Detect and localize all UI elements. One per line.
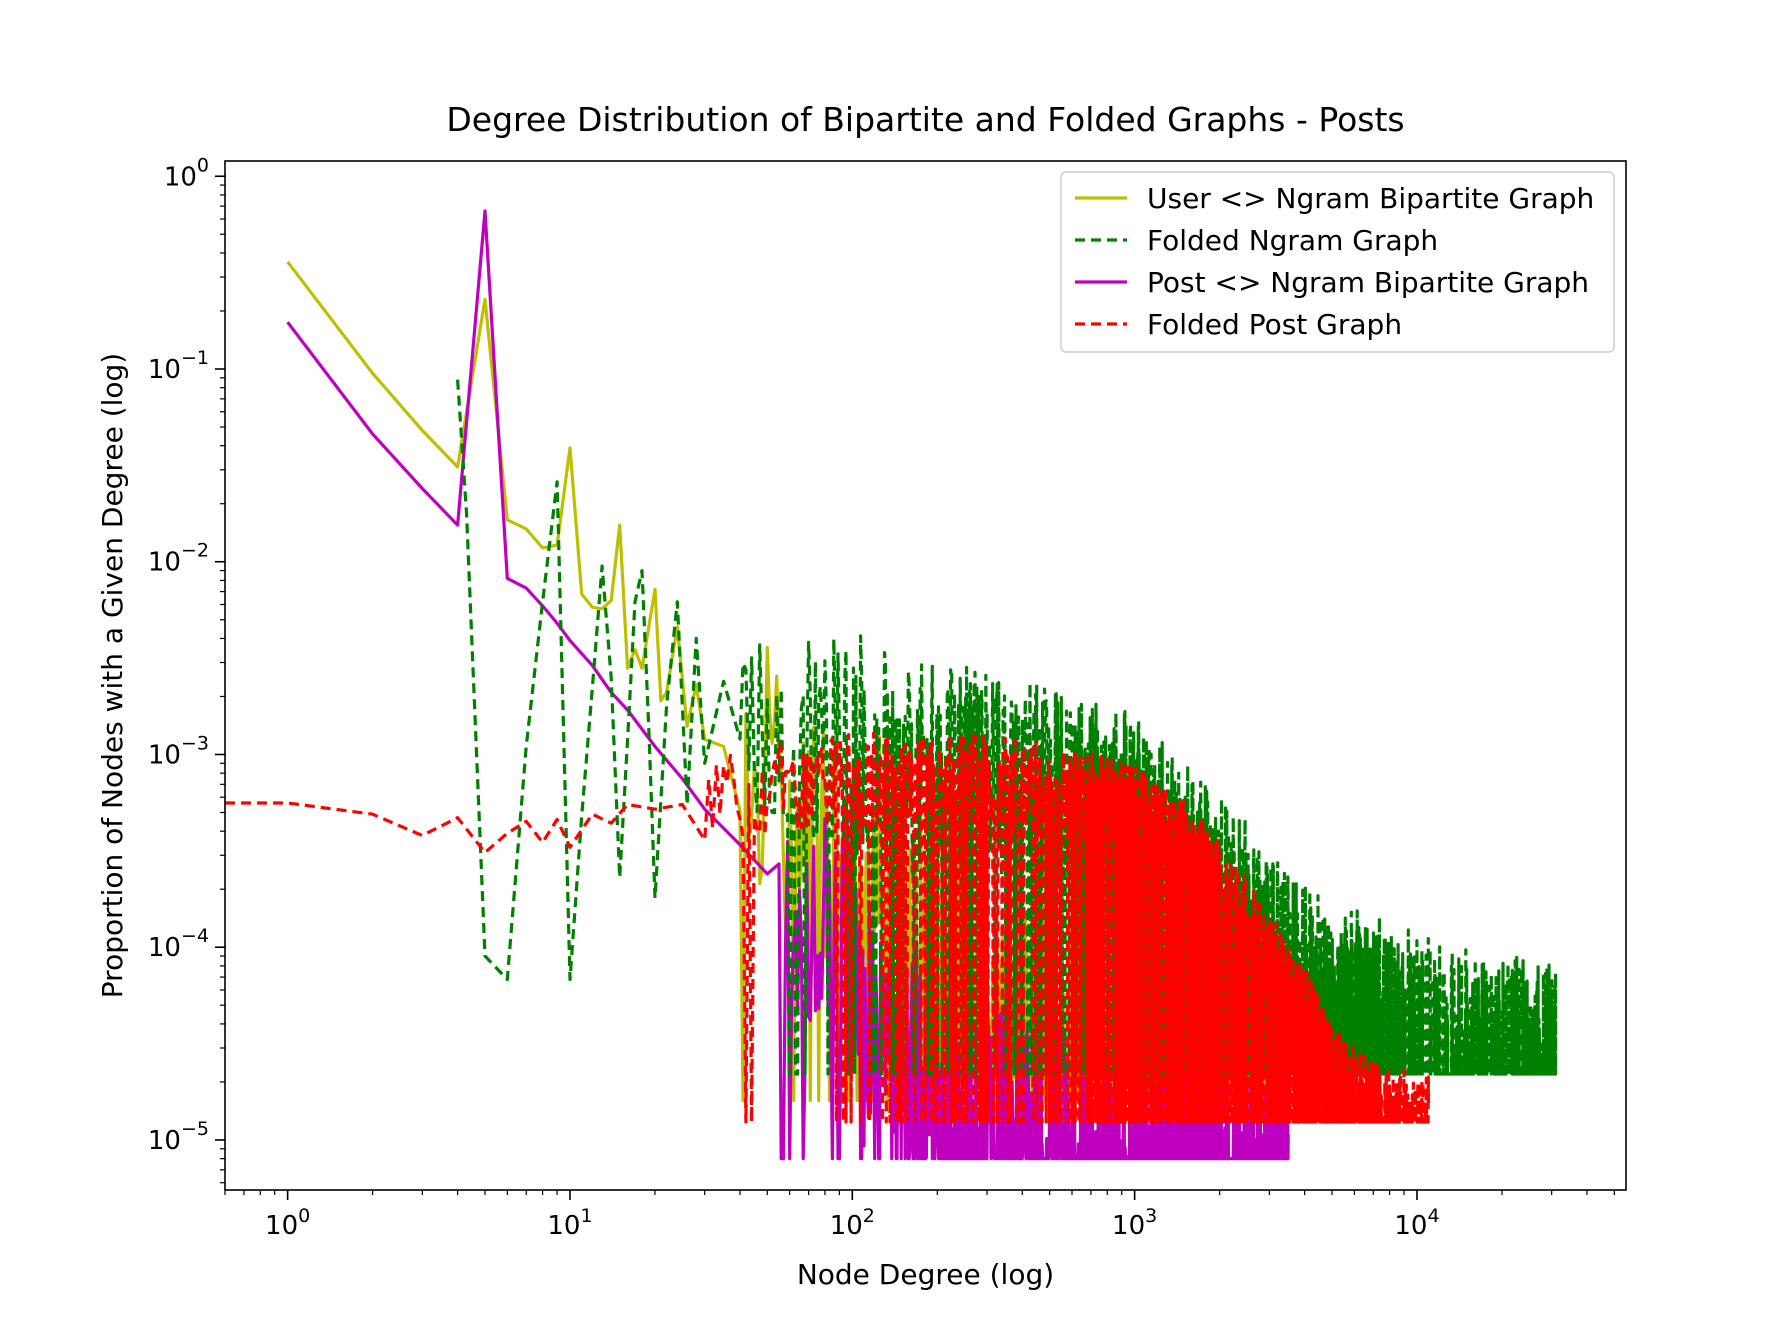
- chart-title: Degree Distribution of Bipartite and Fol…: [446, 100, 1404, 139]
- y-axis-label: Proportion of Nodes with a Given Degree …: [96, 353, 129, 998]
- y-tick-label: 10−4: [148, 925, 209, 963]
- x-tick-label: 102: [830, 1205, 875, 1241]
- x-tick-label: 100: [265, 1205, 310, 1241]
- y-tick-label: 100: [164, 154, 209, 192]
- series-line-post-ngram-bipartite-graph: [286, 209, 1290, 1161]
- series-line-folded-post-graph: [225, 731, 1431, 1124]
- plot-frame: [224, 160, 1627, 1191]
- legend: User <> Ngram Bipartite Graph Folded Ngra…: [1060, 171, 1615, 353]
- legend-label: Folded Ngram Graph: [1147, 224, 1438, 257]
- x-axis-label: Node Degree (log): [797, 1258, 1054, 1291]
- y-axis: 100 10−1 10−2 10−3 10−4 10−5: [148, 154, 225, 1184]
- x-axis: 100 101 102 103 104: [224, 1190, 1615, 1241]
- x-tick-label: 104: [1394, 1205, 1439, 1241]
- legend-label: Folded Post Graph: [1147, 308, 1402, 341]
- y-tick-label: 10−1: [148, 347, 209, 385]
- x-tick-label: 101: [547, 1205, 592, 1241]
- legend-box: [1060, 171, 1615, 353]
- y-tick-label: 10−5: [148, 1118, 209, 1156]
- x-tick-label: 103: [1112, 1205, 1157, 1241]
- y-tick-label: 10−3: [148, 732, 209, 770]
- legend-label: User <> Ngram Bipartite Graph: [1147, 182, 1594, 215]
- series-layer: [225, 209, 1558, 1161]
- legend-label: Post <> Ngram Bipartite Graph: [1147, 266, 1589, 299]
- y-tick-label: 10−2: [148, 540, 209, 578]
